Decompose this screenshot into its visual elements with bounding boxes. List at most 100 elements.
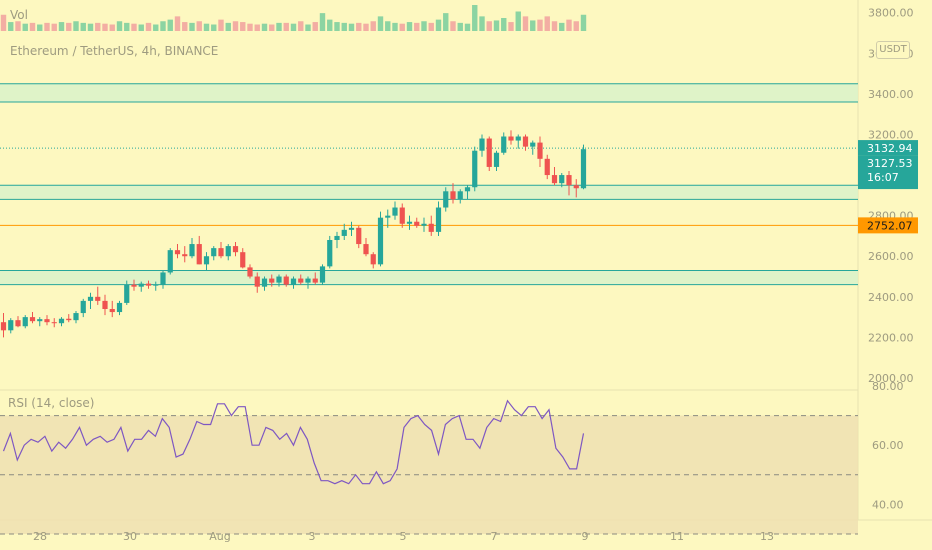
- candle-up: [138, 283, 144, 287]
- volume-bar: [443, 13, 449, 31]
- candle-down: [486, 138, 492, 167]
- candle-down: [283, 276, 289, 285]
- volume-bar: [399, 23, 405, 31]
- volume-bar: [225, 22, 231, 31]
- volume-bar: [254, 24, 260, 31]
- symbol-title: Ethereum / TetherUS, 4h, BINANCE: [10, 44, 219, 58]
- candle-up: [203, 256, 210, 265]
- candle-down: [370, 254, 376, 265]
- candle-up: [189, 244, 195, 257]
- volume-bar: [421, 21, 427, 31]
- candle-down: [428, 223, 434, 232]
- candle-down: [29, 317, 36, 322]
- currency-unit-badge[interactable]: USDT: [876, 41, 910, 59]
- candle-up: [406, 221, 413, 224]
- candle-up: [479, 138, 485, 151]
- candle-down: [0, 322, 7, 331]
- volume-bar: [160, 21, 166, 31]
- candle-up: [501, 136, 507, 153]
- volume-bar: [312, 22, 318, 31]
- candle-up: [435, 207, 442, 232]
- volume-bar: [530, 20, 536, 31]
- volume-bar: [493, 20, 500, 31]
- candle-down: [254, 276, 260, 287]
- candle-up: [8, 320, 14, 331]
- volume-bar: [196, 21, 202, 31]
- volume-bar: [341, 22, 347, 31]
- candle-up: [290, 278, 297, 285]
- candle-up: [421, 223, 427, 226]
- candle-up: [493, 152, 500, 167]
- candle-up: [160, 272, 166, 285]
- volume-bar: [435, 19, 442, 31]
- volume-bar: [486, 21, 492, 31]
- candle-down: [182, 254, 188, 257]
- volume-bar: [276, 22, 282, 31]
- candle-down: [356, 227, 362, 245]
- candle-down: [450, 191, 456, 200]
- volume-bar: [138, 24, 144, 31]
- candle-up: [261, 278, 268, 287]
- candle-down: [414, 221, 420, 226]
- volume-bar: [29, 22, 36, 31]
- candle-up: [377, 217, 384, 265]
- volume-bar: [356, 22, 362, 31]
- candle-up: [225, 246, 231, 257]
- volume-bar: [406, 22, 413, 31]
- last-price-label-box: [858, 155, 918, 190]
- candle-up: [116, 302, 123, 313]
- price-axis-tick: 2000.00: [868, 372, 914, 385]
- time-axis-tick: 7: [491, 530, 498, 543]
- volume-bar: [479, 16, 485, 31]
- candle-down: [537, 142, 543, 159]
- candle-up: [334, 235, 340, 240]
- candle-down: [240, 252, 246, 268]
- candle-down: [269, 278, 275, 283]
- candle-up: [443, 191, 449, 208]
- candle-up: [327, 240, 333, 267]
- volume-bar: [522, 16, 529, 31]
- volume-label: Vol: [10, 8, 28, 22]
- time-axis-tick: 28: [33, 530, 47, 543]
- volume-bar: [8, 22, 14, 31]
- volume-bar: [464, 23, 471, 31]
- candle-up: [58, 318, 65, 324]
- candle-up: [515, 136, 521, 141]
- candle-up: [37, 319, 43, 322]
- time-axis-tick: Aug: [209, 530, 230, 543]
- volume-bar: [269, 24, 275, 31]
- last-price-label-text: 3127.53: [867, 157, 913, 170]
- candle-down: [102, 300, 108, 309]
- volume-bar: [182, 22, 188, 31]
- candle-down: [247, 267, 253, 277]
- candle-up: [153, 284, 159, 286]
- candle-down: [196, 244, 202, 265]
- volume-bar: [58, 22, 65, 31]
- volume-bar: [95, 22, 101, 31]
- candle-up: [167, 250, 173, 273]
- candle-down: [363, 244, 369, 255]
- candle-down: [551, 175, 558, 184]
- time-axis-tick: 3: [309, 530, 316, 543]
- volume-bar: [290, 23, 297, 31]
- volume-bar: [392, 22, 398, 31]
- candle-down: [573, 185, 579, 189]
- candle-down: [508, 136, 514, 141]
- current-price-label-box: [858, 140, 918, 156]
- candle-up: [211, 248, 217, 257]
- candle-down: [44, 319, 50, 323]
- candle-down: [298, 278, 304, 283]
- price-axis-tick: 2400.00: [868, 291, 914, 304]
- volume-bar: [501, 18, 507, 31]
- candle-down: [399, 207, 405, 224]
- volume-bar: [472, 5, 478, 31]
- candle-up: [464, 187, 471, 192]
- volume-bar: [261, 23, 268, 31]
- volume-bar: [240, 22, 246, 31]
- candle-down: [109, 309, 115, 313]
- volume-bar: [145, 22, 152, 31]
- price-axis-tick: 3800.00: [868, 7, 914, 20]
- support-resistance-zone: [0, 83, 858, 102]
- volume-bar: [327, 19, 333, 31]
